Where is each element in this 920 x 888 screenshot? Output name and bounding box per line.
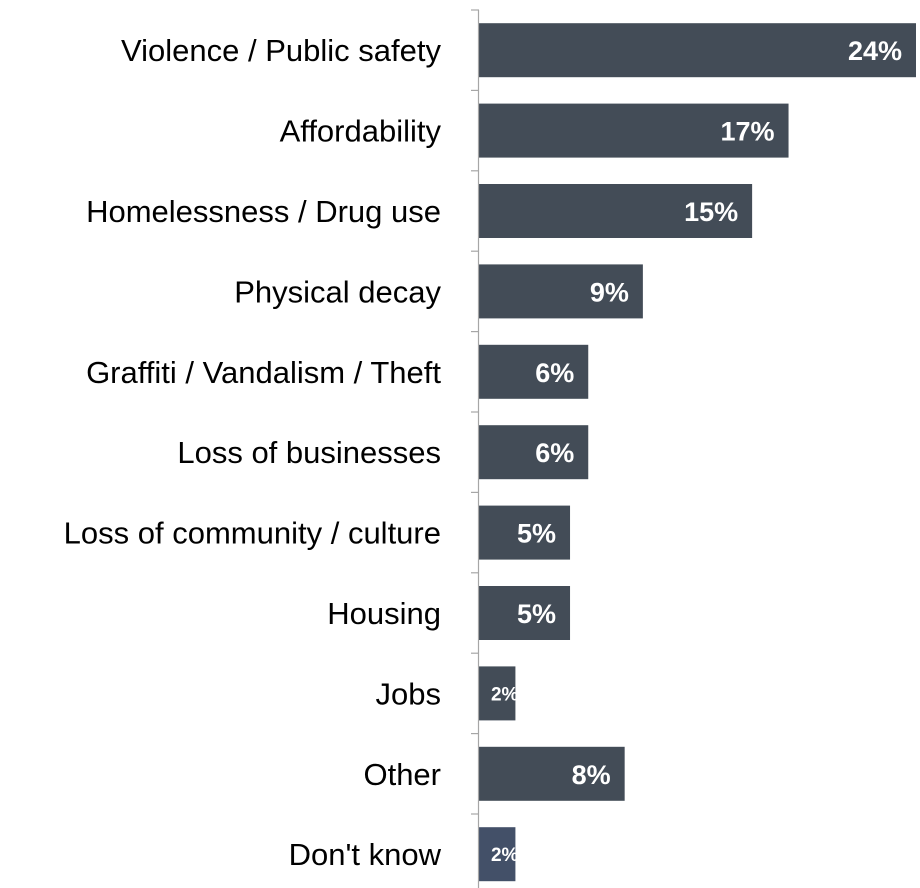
category-label: Graffiti / Vandalism / Theft [86, 355, 441, 390]
value-label: 5% [517, 599, 556, 629]
category-label: Other [363, 757, 441, 792]
category-label: Jobs [376, 676, 441, 711]
category-label: Loss of community / culture [64, 516, 441, 551]
value-labels: 24% 17% 15% 9% 6% 6% 5% 5% 2% 8% 2% [491, 36, 902, 866]
value-label: 2% [491, 845, 519, 866]
value-label: 24% [848, 36, 902, 66]
category-label: Homelessness / Drug use [86, 194, 441, 229]
value-label: 17% [720, 117, 774, 147]
category-label: Don't know [289, 837, 442, 872]
category-label: Violence / Public safety [121, 33, 441, 68]
value-label: 9% [590, 277, 629, 307]
category-label: Affordability [280, 114, 442, 149]
value-label: 5% [517, 519, 556, 549]
value-label: 15% [684, 197, 738, 227]
value-label: 6% [535, 358, 574, 388]
category-label: Loss of businesses [177, 435, 441, 470]
value-label: 2% [491, 684, 519, 705]
value-label: 8% [572, 760, 611, 790]
category-label: Physical decay [234, 274, 441, 309]
value-label: 6% [535, 438, 574, 468]
category-label: Housing [327, 596, 441, 631]
category-labels: Violence / Public safety Affordability Hom… [64, 33, 442, 872]
category-axis [471, 10, 479, 888]
